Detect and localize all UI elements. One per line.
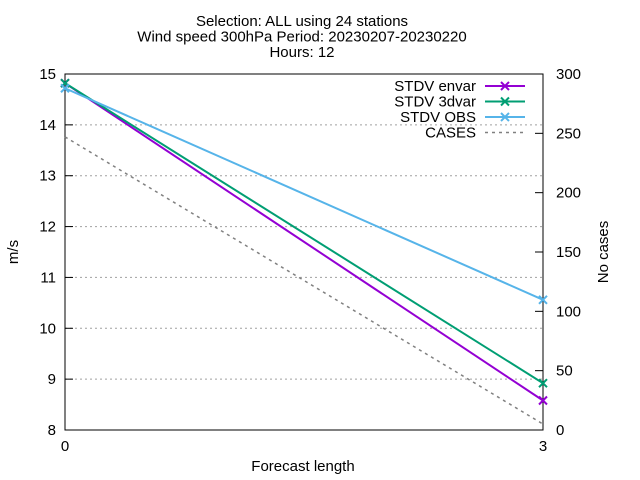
y-tick-label: 9 [48, 371, 56, 388]
title-line: Selection: ALL using 24 stations [196, 13, 408, 30]
title-line: Hours: 12 [269, 44, 334, 61]
y2-tick-label: 300 [556, 66, 581, 83]
y-tick-label: 10 [39, 320, 56, 337]
y-tick-label: 14 [39, 117, 56, 134]
y2-tick-label: 150 [556, 244, 581, 261]
legend-marker-stdv-obs [500, 112, 510, 122]
y-tick-label: 11 [40, 269, 56, 286]
data-point-stdv-envar [538, 395, 548, 406]
y-tick-label: 8 [48, 422, 56, 439]
x-tick-label: 0 [61, 438, 69, 455]
y-tick-label: 13 [39, 168, 56, 185]
y2-tick-label: 50 [556, 363, 573, 380]
legend-marker-stdv-envar [500, 81, 510, 91]
series-lines [60, 78, 548, 425]
y2-tick-label: 200 [556, 185, 581, 202]
y-axis-label: m/s [5, 240, 22, 264]
grid-lines [65, 124, 543, 380]
legend-label-stdv-obs: STDV OBS [400, 109, 476, 126]
y2-axis-label: No cases [595, 221, 612, 284]
series-line-cases [64, 136, 544, 425]
x-axis-label: Forecast length [251, 458, 354, 475]
legend-label-stdv-envar: STDV envar [394, 78, 476, 95]
y-tick-label: 12 [39, 219, 56, 236]
series-line-stdv-3dvar [64, 82, 544, 385]
series-line-stdv-obs [64, 87, 544, 301]
y-tick-label: 15 [39, 66, 56, 83]
data-point-stdv-obs [60, 83, 70, 93]
y2-tick-label: 100 [556, 303, 581, 320]
legend-marker-stdv-3dvar [500, 96, 510, 107]
title-line: Wind speed 300hPa Period: 20230207-20230… [137, 29, 466, 46]
y2-tick-label: 250 [556, 125, 581, 142]
data-point-stdv-3dvar [538, 378, 548, 388]
series-line-stdv-envar [64, 82, 544, 402]
legend-label-cases: CASES [425, 125, 476, 142]
data-point-stdv-obs [538, 295, 548, 305]
legend-label-stdv-3dvar: STDV 3dvar [394, 94, 476, 111]
y2-tick-label: 0 [556, 422, 564, 439]
x-tick-label: 3 [539, 438, 547, 455]
